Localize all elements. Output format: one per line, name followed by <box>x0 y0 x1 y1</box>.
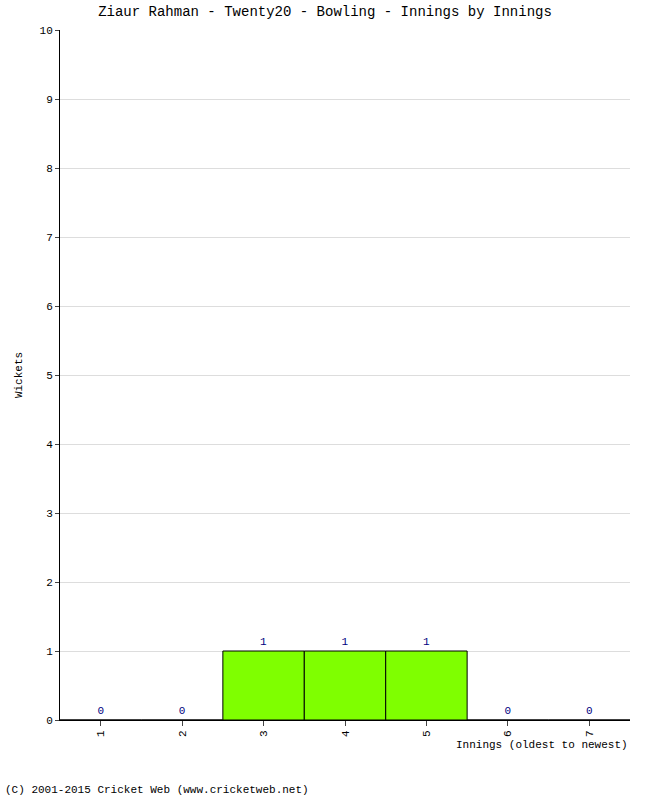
svg-text:7: 7 <box>584 730 596 737</box>
svg-text:2: 2 <box>46 577 53 589</box>
svg-text:7: 7 <box>46 232 53 244</box>
svg-text:6: 6 <box>46 301 53 313</box>
svg-text:5: 5 <box>46 370 53 382</box>
svg-text:3: 3 <box>46 508 53 520</box>
svg-text:6: 6 <box>502 730 514 737</box>
svg-text:1: 1 <box>46 646 53 658</box>
svg-text:4: 4 <box>46 439 53 451</box>
svg-text:0: 0 <box>505 705 512 717</box>
svg-text:4: 4 <box>340 730 352 737</box>
svg-text:1: 1 <box>95 730 107 737</box>
svg-text:Wickets: Wickets <box>13 352 25 398</box>
svg-text:10: 10 <box>40 25 53 37</box>
svg-text:2: 2 <box>177 730 189 737</box>
svg-text:3: 3 <box>258 730 270 737</box>
svg-text:9: 9 <box>46 94 53 106</box>
svg-text:Ziaur Rahman - Twenty20 - Bowl: Ziaur Rahman - Twenty20 - Bowling - Inni… <box>98 4 552 20</box>
svg-text:1: 1 <box>342 636 349 648</box>
svg-text:(C) 2001-2015 Cricket Web (www: (C) 2001-2015 Cricket Web (www.cricketwe… <box>5 784 309 796</box>
svg-text:Innings (oldest to newest): Innings (oldest to newest) <box>456 739 628 751</box>
svg-text:8: 8 <box>46 163 53 175</box>
svg-text:0: 0 <box>586 705 593 717</box>
svg-text:1: 1 <box>423 636 430 648</box>
svg-text:0: 0 <box>179 705 186 717</box>
svg-text:5: 5 <box>421 730 433 737</box>
svg-text:0: 0 <box>97 705 104 717</box>
svg-text:0: 0 <box>46 715 53 727</box>
svg-text:1: 1 <box>260 636 267 648</box>
